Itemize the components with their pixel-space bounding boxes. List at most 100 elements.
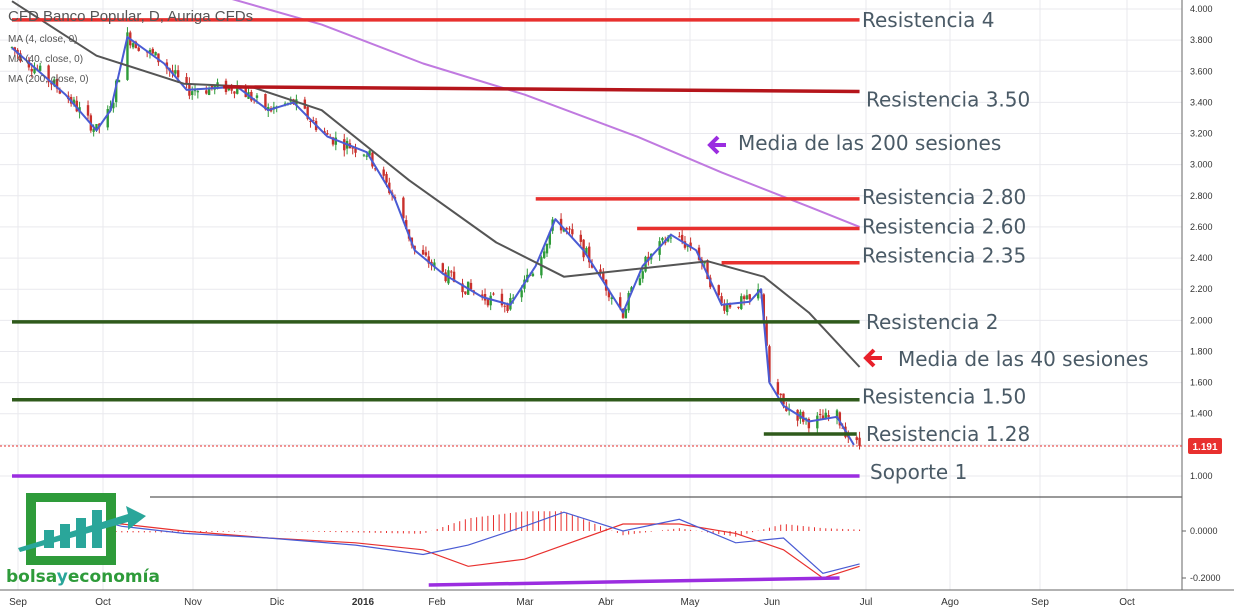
candle-body (151, 48, 154, 54)
y-tick-label: 3.400 (1190, 97, 1213, 107)
candle-body (500, 293, 504, 306)
candle-body (481, 294, 484, 297)
candle-body (47, 65, 50, 83)
candle-body (374, 168, 377, 170)
candle-body (176, 70, 180, 78)
indicator-ma200-label: MA (200, close, 0) (8, 74, 89, 85)
candle-body (157, 53, 160, 63)
x-tick-label: Ago (941, 597, 959, 608)
last-price-value: 1.191 (1192, 442, 1217, 453)
x-tick-label: Dic (270, 597, 284, 608)
level-label: Soporte 1 (870, 460, 967, 484)
level-label: Resistencia 2.80 (862, 185, 1026, 209)
candle-body (326, 133, 329, 135)
candle-body (131, 43, 135, 48)
candle-body (402, 197, 405, 219)
candle-body (742, 296, 746, 300)
candle-body (585, 247, 588, 255)
candle-body (855, 437, 858, 441)
candle-body (630, 287, 633, 293)
candle-body (117, 80, 121, 83)
candle-body (362, 154, 366, 156)
candle-body (489, 295, 492, 306)
candle-body (306, 106, 309, 119)
annotation-notes: Media de las 200 sesiones Media de las 40… (707, 131, 1149, 371)
candle-body (193, 90, 197, 92)
candle-body (768, 346, 771, 383)
candle-body (75, 100, 78, 112)
y-tick-label: 1.600 (1190, 378, 1213, 388)
candle-body (737, 306, 740, 308)
candle-body (38, 65, 42, 71)
candle-body (55, 78, 59, 89)
level-label: Resistencia 4 (862, 8, 994, 32)
note-label: Media de las 40 sesiones (898, 347, 1149, 371)
candle-body (334, 137, 338, 145)
candle-body (205, 90, 208, 94)
candle-body (779, 393, 782, 396)
candle-body (728, 304, 732, 308)
candle-body (562, 228, 566, 232)
bolsa-y-economia-logo: bolsayeconomía (6, 493, 160, 587)
candle-body (726, 303, 729, 313)
candle-body (405, 220, 408, 229)
candle-body (207, 88, 211, 95)
candle-body (444, 272, 447, 282)
candle-body (210, 86, 214, 89)
candle-body (191, 91, 194, 96)
x-tick-label: Feb (428, 597, 446, 608)
candle-body (264, 94, 267, 110)
candle-body (185, 76, 188, 84)
candle-body (641, 271, 644, 279)
candle-body (506, 304, 509, 311)
candle-body (450, 271, 453, 273)
indicator-ma40-label: MA (40, close, 0) (8, 54, 83, 65)
note-label: Media de las 200 sesiones (738, 131, 1001, 155)
y-tick-label: 2.000 (1190, 315, 1213, 325)
candle-body (821, 415, 825, 420)
y-tick-label: 1.000 (1190, 471, 1213, 481)
chart-title: CFD Banco Popular, D, Auriga CFDs (8, 8, 253, 25)
candle-body (638, 278, 642, 286)
candle-body (624, 309, 628, 319)
candle-body (154, 52, 157, 56)
candle-body (531, 273, 535, 276)
candle-body (92, 128, 95, 132)
x-tick-label: Sep (1031, 597, 1049, 608)
support-resistance-levels: Resistencia 4 Resistencia 3.50 Resistencia… (12, 8, 1030, 484)
candle-body (385, 173, 388, 183)
x-tick-label: 2016 (352, 597, 375, 608)
candle-body (841, 427, 844, 429)
macd-divergence-line (428, 576, 840, 587)
candle-body (548, 232, 552, 245)
candle-body (680, 234, 684, 242)
x-tick-label: Oct (1119, 597, 1135, 608)
x-tick-label: Sep (9, 597, 27, 608)
y-tick-label: 2.600 (1190, 222, 1213, 232)
x-tick-label: Jun (764, 597, 780, 608)
candle-body (371, 152, 374, 167)
candle-body (582, 239, 585, 258)
candle-body (590, 264, 594, 268)
candle-body (765, 322, 768, 346)
logo-text: bolsayeconomía (6, 567, 160, 587)
candle-body (776, 382, 780, 395)
candle-body (10, 47, 14, 49)
candle-body (661, 238, 664, 241)
candle-body (858, 437, 861, 446)
macd-panel (65, 511, 861, 587)
candle-body (95, 124, 98, 130)
candle-body (717, 285, 720, 296)
candle-body (807, 418, 811, 429)
candle-body (520, 290, 523, 298)
candle-body (19, 53, 22, 62)
candle-body (13, 47, 17, 51)
candle-body (827, 415, 830, 418)
candle-body (723, 304, 726, 311)
y-tick-label: 2.400 (1190, 253, 1213, 263)
candle-body (619, 297, 622, 308)
indicator-ma4-label: MA (4, close, 0) (8, 34, 77, 45)
candle-body (588, 246, 591, 263)
candle-body (233, 91, 236, 94)
candle-body (579, 234, 582, 242)
